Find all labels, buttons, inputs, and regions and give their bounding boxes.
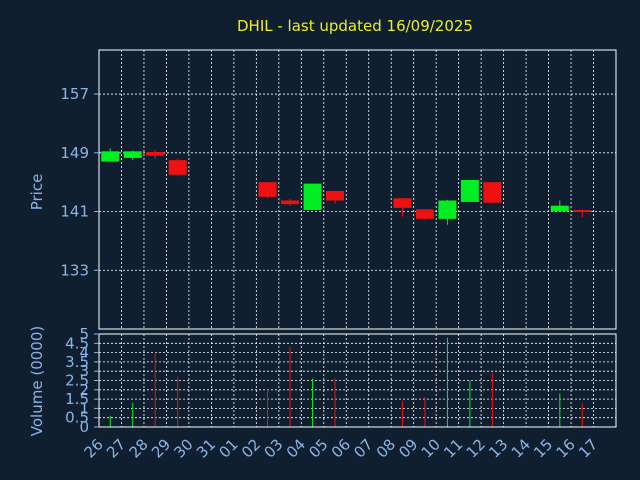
price-axis-label: Price xyxy=(28,174,46,211)
x-ticks: 2627282930310102030405060708091011121314… xyxy=(81,435,602,461)
candle-body xyxy=(101,151,120,162)
volume-tick-label: 0 xyxy=(79,418,89,436)
candle-body xyxy=(146,152,165,156)
candle-body xyxy=(168,160,187,175)
price-tick-label: 141 xyxy=(60,203,89,221)
candle-body xyxy=(438,200,457,219)
x-tick-label: 17 xyxy=(575,435,601,461)
candle-body xyxy=(393,198,412,208)
candle-body xyxy=(483,182,502,203)
price-tick-label: 157 xyxy=(60,85,89,103)
volume-axis-label: Volume (0000) xyxy=(28,326,46,436)
x-axis-label: Day xyxy=(334,459,362,475)
chart-title: DHIL - last updated 16/09/2025 xyxy=(237,17,473,35)
candle-body xyxy=(460,179,479,202)
candle-body xyxy=(573,210,592,213)
volume-tick-label: 4.5 xyxy=(65,334,89,352)
candle-body xyxy=(550,205,569,212)
volume-y-ticks: 00.511.522.533.544.55 xyxy=(65,325,99,436)
volume-tick-label: 4 xyxy=(79,344,89,362)
volume-tick-label: 1 xyxy=(79,399,89,417)
candle-body xyxy=(303,183,322,211)
price-grid xyxy=(99,50,616,329)
price-panel-frame xyxy=(98,49,617,330)
candle-body xyxy=(326,190,345,201)
price-y-ticks: 133 141 149 157 xyxy=(60,85,99,279)
volume-tick-label: 2.5 xyxy=(65,372,89,390)
volume-grid xyxy=(99,334,616,427)
volume-tick-label: 3 xyxy=(79,362,89,380)
candle-body xyxy=(415,209,434,219)
candle-body xyxy=(258,182,277,197)
volume-tick-label: 5 xyxy=(79,325,89,343)
price-tick-label: 149 xyxy=(60,144,89,162)
volume-tick-label: 3.5 xyxy=(65,353,89,371)
volume-tick-label: 2 xyxy=(79,381,89,399)
candle-body xyxy=(123,151,142,158)
price-tick-label: 133 xyxy=(60,261,89,279)
volume-tick-label: 0.5 xyxy=(65,409,89,427)
volume-tick-label: 1.5 xyxy=(65,390,89,408)
volume-bars xyxy=(109,337,583,427)
candles xyxy=(101,148,592,225)
candle-body xyxy=(281,200,300,205)
